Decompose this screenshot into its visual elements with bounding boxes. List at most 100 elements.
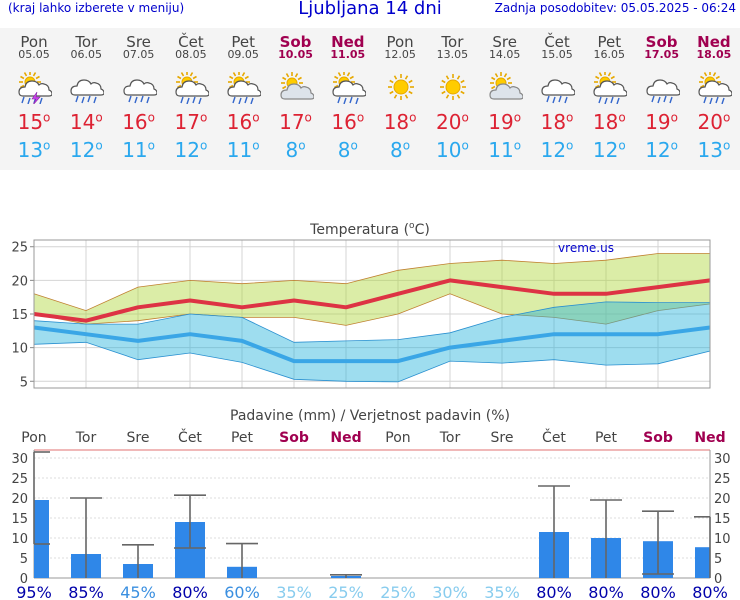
x-tick-label: Sre	[491, 430, 514, 446]
day-date: 17.05	[644, 48, 679, 61]
cloud-rain-icon	[541, 79, 575, 104]
degree-symbol: o	[199, 138, 208, 153]
x-tick-label: Pon	[21, 430, 46, 446]
y-tick-label-right: 20	[714, 492, 731, 507]
max-temperature: 18o	[583, 110, 635, 134]
forecast-day: Pon 05.05 15o 13o	[8, 28, 60, 170]
forecast-day: Pet 09.05 16o 11o	[217, 28, 269, 170]
day-date: 10.05	[278, 48, 313, 61]
max-temperature-value: 18	[592, 110, 619, 134]
day-date: 11.05	[330, 48, 366, 61]
y-tick-label-right: 15	[714, 512, 731, 527]
temperature-chart: 5 10 15 20 25 vreme.us	[11, 239, 711, 390]
probability-label: 30%	[432, 583, 468, 600]
day-date: 08.05	[175, 48, 207, 61]
day-name: Čet	[178, 33, 204, 51]
min-temperature-value: 12	[592, 138, 619, 162]
precipitation-bar	[695, 547, 710, 578]
max-temperature-value: 16	[122, 110, 148, 134]
x-tick-label: Ned	[694, 430, 725, 446]
day-date: 14.05	[488, 48, 521, 61]
x-tick-label: Čet	[542, 428, 566, 446]
max-temperature: 20o	[426, 110, 478, 134]
y-tick-label-left: 0	[20, 572, 28, 587]
min-temperature: 11o	[217, 138, 269, 162]
last-updated: Zadnja posodobitev: 05.05.2025 - 06:24	[494, 1, 736, 15]
min-temperature-value: 8	[337, 138, 351, 162]
probability-label: 80%	[172, 583, 208, 600]
min-temperature-value: 10	[435, 138, 462, 162]
probability-label: 45%	[120, 583, 156, 600]
watermark: vreme.us	[558, 241, 614, 255]
day-name: Tor	[441, 33, 464, 51]
page-title: Ljubljana 14 dni	[298, 0, 442, 19]
min-temperature: 13o	[688, 138, 740, 162]
degree-symbol: o	[513, 138, 522, 153]
day-name: Pon	[20, 33, 48, 51]
y-tick-label: 25	[11, 241, 28, 256]
x-tick-label: Pon	[385, 430, 410, 446]
min-temperature: 10o	[426, 138, 478, 162]
forecast-day: Tor 06.05 14o 12o	[60, 28, 112, 170]
max-temperature: 17o	[165, 110, 217, 134]
max-temperature: 16o	[217, 110, 269, 134]
day-date: 13.05	[436, 48, 469, 61]
degree-symbol: o	[513, 110, 522, 125]
y-tick-label-left: 15	[11, 512, 28, 527]
forecast-day: Čet 15.05 18o 12o	[531, 28, 583, 170]
menu-note: (kraj lahko izberete v meniju)	[8, 1, 185, 15]
y-tick-label: 10	[11, 342, 28, 357]
day-date: 16.05	[593, 48, 626, 61]
cloud-rain-icon	[122, 79, 157, 104]
degree-symbol: o	[350, 138, 358, 153]
temperature-plot-frame	[33, 239, 711, 389]
min-temperature: 12o	[531, 138, 583, 162]
y-tick-label-right: 10	[714, 532, 731, 547]
degree-symbol: o	[402, 138, 411, 153]
degree-symbol: o	[722, 110, 731, 125]
max-temperature-value: 16	[226, 110, 253, 134]
min-temperature: 13o	[8, 138, 60, 162]
y-tick-label: 20	[11, 274, 28, 289]
sun-cloud-rain-icon	[175, 72, 209, 104]
sun-cloud-icon	[489, 72, 523, 100]
min-temperature-value: 12	[645, 138, 671, 162]
probability-label: 80%	[588, 583, 624, 600]
day-name: Sob	[645, 33, 678, 51]
min-temperature-value: 8	[390, 138, 403, 162]
max-temperature: 14o	[60, 110, 112, 134]
degree-symbol: o	[95, 138, 103, 153]
day-date: 09.05	[227, 48, 259, 61]
sun-cloud-rain-icon	[332, 72, 366, 104]
min-temperature-value: 12	[540, 138, 567, 162]
day-date: 18.05	[696, 48, 732, 61]
max-temperature-value: 20	[697, 110, 723, 134]
forecast-day: Sre 07.05 16o 11o	[113, 28, 165, 170]
cloud-rain-icon	[645, 79, 680, 104]
y-tick-label: 5	[20, 375, 28, 390]
degree-symbol: o	[95, 110, 103, 125]
day-name: Čet	[544, 33, 570, 51]
probability-label: 80%	[640, 583, 676, 600]
forecast-day: Pet 16.05 18o 12o	[583, 28, 635, 170]
probability-label: 60%	[224, 583, 260, 600]
degree-symbol: o	[304, 110, 312, 125]
max-temperature-value: 15	[17, 110, 44, 134]
probability-label: 35%	[484, 583, 520, 600]
day-name: Sob	[279, 33, 312, 51]
degree-symbol: o	[147, 138, 155, 153]
degree-symbol: o	[252, 110, 260, 125]
degree-symbol: o	[199, 110, 208, 125]
day-date: 07.05	[122, 48, 155, 61]
probability-label: 85%	[68, 583, 104, 600]
probability-label: 80%	[536, 583, 572, 600]
forecast-charts: Temperatura (oC) 5 10 15 20 25 vreme.us Padav…	[11, 221, 731, 600]
y-tick-label-right: 25	[714, 472, 731, 487]
degree-symbol: o	[461, 110, 469, 125]
degree-symbol: o	[43, 138, 51, 153]
x-tick-label: Tor	[439, 430, 461, 446]
title-unit: C)	[415, 222, 430, 238]
forecast-day: Sob 10.05 17o 8o	[270, 28, 322, 170]
degree-symbol: o	[618, 110, 626, 125]
day-name: Ned	[331, 33, 365, 51]
